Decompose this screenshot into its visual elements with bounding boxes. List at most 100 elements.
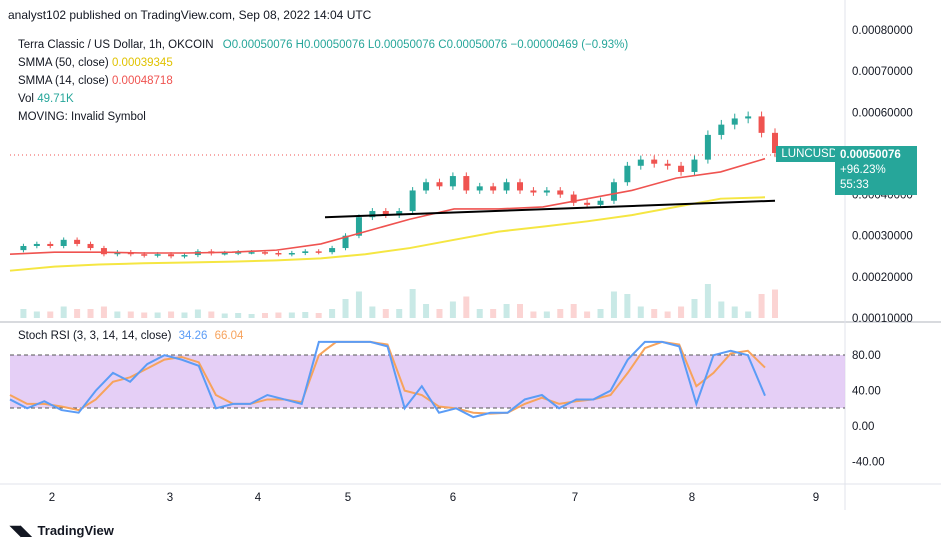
- volume-bar: [503, 304, 510, 318]
- volume-bar: [100, 306, 107, 318]
- legend-symbol-line: Terra Classic / US Dollar, 1h, OKCOIN O0…: [18, 36, 628, 54]
- candle-body: [288, 252, 295, 255]
- stoch-label: Stoch RSI (3, 3, 14, 14, close): [18, 330, 172, 342]
- volume-bar: [127, 311, 134, 318]
- candle-body: [651, 159, 658, 164]
- candle-body: [584, 202, 591, 205]
- volume-bar: [543, 311, 550, 318]
- volume-bar: [624, 294, 631, 318]
- candle-body: [221, 252, 228, 255]
- candle-body: [772, 132, 778, 154]
- candle-body: [449, 176, 456, 187]
- volume-bar: [20, 309, 27, 318]
- candle-body: [463, 176, 470, 191]
- footer-brand: TradingView: [37, 523, 114, 538]
- smma14-line: [9, 157, 766, 256]
- candle-body: [396, 211, 403, 216]
- volume-bar: [87, 309, 94, 318]
- stoch-d-value: 66.04: [214, 330, 244, 342]
- chart-legend: Terra Classic / US Dollar, 1h, OKCOIN O0…: [18, 36, 628, 126]
- candle-body: [637, 159, 644, 166]
- volume-bar: [651, 309, 658, 318]
- price-change: +96.23%: [840, 164, 886, 176]
- price-tick-label: 0.00010000: [852, 313, 913, 325]
- candle-body: [503, 182, 510, 191]
- candle-body: [181, 255, 188, 257]
- smma14-value: 0.00048718: [111, 75, 173, 87]
- vol-value: 49.71K: [37, 93, 74, 105]
- smma50-line: [9, 196, 766, 272]
- volume-bar: [248, 314, 255, 318]
- vol-label: Vol: [18, 93, 34, 105]
- candle-body: [530, 190, 537, 193]
- volume-bar: [355, 291, 362, 318]
- volume-bar: [194, 309, 201, 318]
- volume-bar: [678, 306, 685, 318]
- legend-volume[interactable]: Vol 49.71K: [18, 90, 628, 108]
- candle-body: [154, 254, 161, 256]
- candle-body: [47, 243, 54, 246]
- price-axis-labels[interactable]: 0.000800000.000700000.000600000.00040000…: [852, 25, 913, 325]
- candle-body: [342, 235, 349, 249]
- candle-body: [355, 217, 362, 236]
- legend-smma50[interactable]: SMMA (50, close) 0.00039345: [18, 54, 628, 72]
- last-price: 0.00050076: [840, 149, 901, 161]
- price-tick-label: 0.00080000: [852, 25, 913, 37]
- volume-bar: [114, 311, 121, 318]
- volume-bar: [570, 304, 577, 318]
- trendline[interactable]: [324, 199, 776, 219]
- candle-body: [664, 163, 671, 166]
- tradingview-logo[interactable]: ◥◣ TradingView: [10, 522, 114, 539]
- candle-body: [33, 243, 40, 246]
- volume-bar: [208, 311, 215, 318]
- candle-body: [302, 251, 309, 253]
- time-axis-labels[interactable]: 2 3 4 5 6 7 8 9: [49, 492, 819, 504]
- volume-bar: [275, 312, 282, 318]
- time-tick-label: 8: [689, 492, 695, 504]
- volume-bar: [664, 311, 671, 318]
- volume-bar: [597, 309, 604, 318]
- volume-bar: [168, 311, 175, 318]
- candle-body: [262, 252, 268, 254]
- price-tick-label: 0.00030000: [852, 231, 913, 243]
- stoch-tick-label: 80.00: [852, 350, 881, 362]
- candle-body: [691, 159, 698, 172]
- volume-bar: [235, 313, 242, 318]
- time-tick-label: 5: [345, 492, 351, 504]
- volume-bar: [60, 306, 67, 318]
- candle-body: [731, 118, 738, 125]
- volume-bar: [423, 304, 430, 318]
- volume-bar: [530, 311, 537, 318]
- volume-bars: [20, 284, 778, 318]
- volume-bar: [329, 309, 336, 318]
- price-tick-label: 0.00070000: [852, 66, 913, 78]
- volume-bar: [610, 291, 617, 318]
- published-line: analyst102 published on TradingView.com,…: [8, 8, 372, 22]
- ohlc-values: O0.00050076 H0.00050076 L0.00050076 C0.0…: [222, 39, 629, 51]
- volume-bar: [691, 299, 698, 318]
- volume-bar: [449, 301, 456, 318]
- stoch-k-line: [9, 340, 766, 419]
- candle-body: [168, 254, 175, 257]
- volume-bar: [557, 309, 564, 318]
- candle-body: [315, 251, 322, 253]
- volume-bar: [731, 306, 738, 318]
- legend-smma14[interactable]: SMMA (14, close) 0.00048718: [18, 72, 628, 90]
- candle-body: [624, 165, 631, 183]
- candle-body: [436, 182, 443, 187]
- time-tick-label: 4: [255, 492, 262, 504]
- candle-body: [141, 254, 148, 256]
- stoch-legend[interactable]: Stoch RSI (3, 3, 14, 14, close) 34.26 66…: [18, 330, 243, 342]
- candle-body: [758, 116, 765, 133]
- time-tick-label: 6: [450, 492, 456, 504]
- smma14-label: SMMA (14, close): [18, 75, 109, 87]
- volume-bar: [409, 289, 416, 318]
- candle-body: [597, 200, 604, 205]
- stoch-axis-labels[interactable]: 80.00 40.00 0.00 -40.00: [852, 350, 885, 468]
- time-tick-label: 3: [167, 492, 173, 504]
- stoch-tick-label: 0.00: [852, 421, 874, 433]
- symbol-title: Terra Classic / US Dollar, 1h, OKCOIN: [18, 39, 214, 51]
- candle-body: [718, 124, 725, 135]
- legend-moving: MOVING: Invalid Symbol: [18, 111, 146, 123]
